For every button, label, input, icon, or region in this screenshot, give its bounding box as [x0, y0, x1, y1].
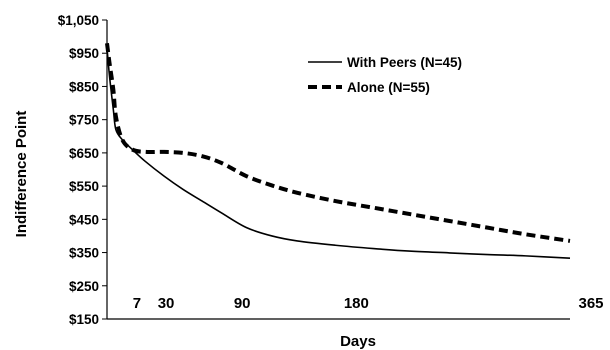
x-axis-ticks: 7 30 90 180 365 — [133, 295, 604, 312]
series-line-with-peers — [106, 48, 571, 259]
y-tick-label: $550 — [69, 179, 99, 194]
legend-label-alone: Alone (N=55) — [347, 80, 430, 95]
series-line-alone — [105, 43, 571, 243]
legend: With Peers (N=45) Alone (N=55) — [308, 55, 462, 95]
y-tick-label: $950 — [69, 46, 99, 61]
x-tick-label: 90 — [234, 295, 251, 312]
y-axis-ticks: $150 $250 $350 $450 $550 $650 $750 $850 $950 $1,0… — [58, 13, 107, 327]
legend-label-with-peers: With Peers (N=45) — [347, 55, 462, 70]
y-tick-label: $450 — [69, 212, 99, 227]
y-tick-label: $150 — [69, 312, 99, 327]
series-layer — [105, 43, 571, 259]
x-tick-label: 365 — [578, 295, 603, 312]
x-tick-label: 7 — [133, 295, 141, 312]
y-tick-label: $750 — [69, 113, 99, 128]
x-tick-label: 30 — [158, 295, 175, 312]
y-axis-title: Indifference Point — [13, 111, 30, 238]
y-tick-label: $350 — [69, 246, 99, 261]
y-tick-label: $1,050 — [58, 13, 99, 28]
y-tick-label: $250 — [69, 279, 99, 294]
x-tick-label: 180 — [344, 295, 369, 312]
x-axis-title: Days — [340, 333, 376, 350]
y-tick-label: $650 — [69, 146, 99, 161]
y-tick-label: $850 — [69, 79, 99, 94]
